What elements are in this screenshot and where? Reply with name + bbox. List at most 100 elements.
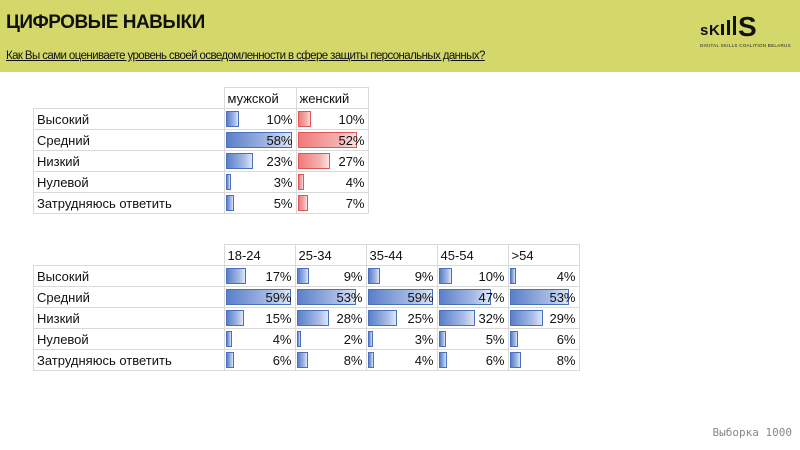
data-bar: [438, 310, 475, 326]
row-label: Высокий: [33, 265, 225, 287]
table-row: Высокий 17% 9% 9% 10% 4%: [33, 265, 580, 287]
value-cell: 8%: [294, 349, 367, 371]
data-label: 8%: [556, 352, 576, 368]
data-label: 52%: [338, 132, 365, 148]
value-cell: 2%: [294, 328, 367, 350]
value-cell: 10%: [436, 265, 509, 287]
value-cell: 4%: [223, 328, 296, 350]
value-cell: 28%: [294, 307, 367, 329]
data-bar: [367, 289, 433, 305]
data-bar: [225, 331, 232, 347]
table-row: Нулевой 3% 4%: [33, 171, 369, 193]
value-cell: 5%: [436, 328, 509, 350]
svg-text:s: s: [700, 22, 708, 39]
data-bar: [225, 289, 291, 305]
value-cell: 29%: [507, 307, 580, 329]
data-bar: [297, 132, 357, 148]
gender-table: мужской женский Высокий 10% 10% Средний 58% 52%…: [33, 87, 369, 214]
data-label: 32%: [478, 310, 505, 326]
data-bar: [509, 331, 518, 347]
value-cell: 9%: [365, 265, 438, 287]
row-label: Средний: [33, 129, 225, 151]
value-cell: 7%: [295, 192, 369, 214]
data-label: 23%: [266, 153, 293, 169]
table-row: Затрудняюсь ответить 6% 8% 4% 6% 8%: [33, 349, 580, 371]
data-bar: [367, 268, 380, 284]
table-row: Средний 58% 52%: [33, 129, 369, 151]
data-label: 28%: [336, 310, 363, 326]
column-header: >54: [507, 244, 580, 266]
table-row: Низкий 23% 27%: [33, 150, 369, 172]
data-bar: [225, 352, 234, 368]
data-label: 2%: [343, 331, 363, 347]
data-bar: [509, 352, 521, 368]
data-bar: [438, 289, 491, 305]
data-label: 59%: [265, 289, 292, 305]
data-bar: [367, 310, 397, 326]
data-bar: [225, 195, 234, 211]
table-row: Низкий 15% 28% 25% 32% 29%: [33, 307, 580, 329]
skills-logo: s K S DIGITAL SKILLS COALITION BELARUS: [700, 10, 791, 54]
data-label: 29%: [549, 310, 576, 326]
value-cell: 47%: [436, 286, 509, 308]
data-bar: [367, 352, 374, 368]
data-label: 10%: [338, 111, 365, 127]
value-cell: 10%: [295, 108, 369, 130]
data-bar: [509, 268, 516, 284]
data-bar: [296, 310, 329, 326]
table-row: Средний 59% 53% 59% 47% 53%: [33, 286, 580, 308]
header-band: ЦИФРОВЫЕ НАВЫКИ Как Вы сами оцениваете у…: [0, 0, 800, 72]
data-bar: [225, 310, 244, 326]
corner-cell: [33, 87, 225, 109]
value-cell: 53%: [507, 286, 580, 308]
logo-wordmark: s K S: [700, 10, 786, 48]
data-label: 27%: [338, 153, 365, 169]
value-cell: 17%: [223, 265, 296, 287]
row-label: Нулевой: [33, 171, 225, 193]
value-cell: 53%: [294, 286, 367, 308]
data-label: 47%: [478, 289, 505, 305]
data-label: 10%: [266, 111, 293, 127]
data-label: 5%: [485, 331, 505, 347]
data-bar: [509, 310, 543, 326]
data-bar: [225, 268, 246, 284]
data-label: 6%: [485, 352, 505, 368]
column-header: 45-54: [436, 244, 509, 266]
value-cell: 9%: [294, 265, 367, 287]
svg-text:S: S: [738, 11, 756, 40]
data-label: 53%: [336, 289, 363, 305]
data-label: 25%: [407, 310, 434, 326]
data-bar: [296, 352, 308, 368]
data-label: 4%: [556, 268, 576, 284]
data-label: 58%: [266, 132, 293, 148]
sample-size-label: Выборка 1000: [712, 426, 792, 439]
value-cell: 4%: [365, 349, 438, 371]
value-cell: 4%: [507, 265, 580, 287]
logo-tagline: DIGITAL SKILLS COALITION BELARUS: [700, 43, 791, 48]
data-bar: [438, 352, 447, 368]
value-cell: 4%: [295, 171, 369, 193]
value-cell: 3%: [223, 171, 297, 193]
column-header: мужской: [223, 87, 297, 109]
value-cell: 27%: [295, 150, 369, 172]
data-bar: [296, 289, 356, 305]
data-label: 3%: [273, 174, 293, 190]
data-label: 4%: [272, 331, 292, 347]
svg-text:K: K: [709, 22, 720, 39]
data-bar: [438, 331, 446, 347]
header-row: 18-24 25-34 35-44 45-54 >54: [33, 244, 580, 266]
survey-question: Как Вы сами оцениваете уровень своей осв…: [6, 50, 485, 62]
value-cell: 10%: [223, 108, 297, 130]
table-row: Высокий 10% 10%: [33, 108, 369, 130]
page-title: ЦИФРОВЫЕ НАВЫКИ: [6, 12, 205, 33]
data-label: 10%: [478, 268, 505, 284]
value-cell: 59%: [365, 286, 438, 308]
value-cell: 25%: [365, 307, 438, 329]
logo-wordmark-graphic: s K S: [700, 11, 757, 42]
value-cell: 23%: [223, 150, 297, 172]
data-label: 15%: [265, 310, 292, 326]
value-cell: 58%: [223, 129, 297, 151]
data-bar: [367, 331, 373, 347]
data-label: 6%: [272, 352, 292, 368]
row-label: Нулевой: [33, 328, 225, 350]
